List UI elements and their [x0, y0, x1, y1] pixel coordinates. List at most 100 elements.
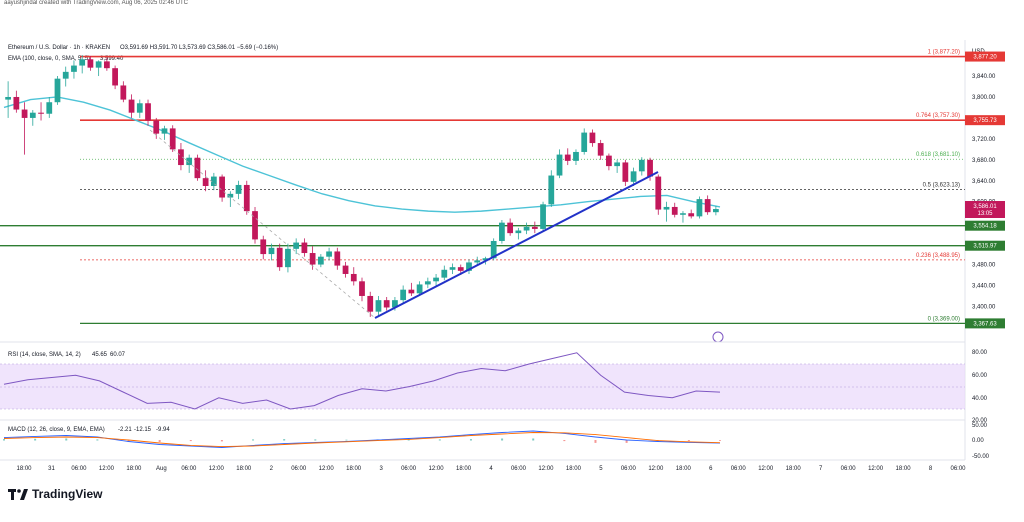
candle-body	[573, 151, 579, 161]
time-tick-label: 18:00	[16, 466, 32, 472]
attribution: aayushjindal created with TradingView.co…	[4, 0, 189, 6]
candle-body	[46, 102, 53, 114]
candle-body	[449, 267, 456, 270]
macd-histogram-bar	[127, 440, 130, 442]
macd-line	[3, 430, 721, 448]
macd-histogram-bar	[220, 440, 223, 442]
bullish-trendline[interactable]	[374, 171, 659, 319]
candle-body	[87, 59, 94, 68]
candle-body	[548, 175, 555, 205]
candle-body	[112, 68, 118, 86]
candle-body	[219, 176, 225, 198]
level-price-label: 3,554.18	[973, 224, 997, 230]
macd-signal-value: -9.94	[156, 427, 170, 433]
level-price-tag	[965, 220, 1005, 231]
time-tick-label: 12:00	[868, 466, 884, 472]
rsi-sma-value: 60.07	[110, 352, 126, 358]
rsi-line	[3, 352, 721, 410]
time-tick-label: 7	[819, 466, 823, 472]
price-tick-label: 3,840.00	[972, 74, 996, 80]
rsi-axis-ticks: 80.00 60.00 40.00 20.00	[972, 350, 988, 424]
candle-body	[375, 300, 382, 312]
candle-body	[301, 242, 308, 254]
candle-body	[5, 96, 11, 100]
time-tick-label: 06:00	[841, 466, 857, 472]
candle-body	[235, 184, 242, 194]
candle-body	[38, 112, 44, 114]
candle-body	[704, 199, 711, 213]
time-tick-label: 06:00	[621, 466, 637, 472]
time-tick-label: Aug	[156, 466, 167, 472]
ohlc-values: O3,591.69 H3,591.70 L3,573.69 C3,586.01 …	[120, 45, 278, 51]
alert-icon[interactable]	[712, 331, 724, 343]
tradingview-brand[interactable]: TradingView	[8, 487, 102, 501]
macd-histogram-bar	[687, 440, 690, 442]
candle-body	[350, 273, 357, 282]
candle-body	[21, 109, 28, 118]
macd-histogram-bar	[719, 440, 721, 441]
macd-histogram-bar	[283, 439, 286, 441]
macd-histogram-bar	[625, 440, 628, 443]
candle-body	[202, 178, 209, 186]
candle-body	[293, 242, 300, 249]
price-tick-label: 3,640.00	[972, 179, 996, 185]
candle-body	[457, 267, 464, 271]
candle-body	[581, 132, 588, 152]
time-tick-label: 18:00	[456, 466, 472, 472]
macd-histogram-bar	[65, 438, 68, 441]
time-tick-label: 06:00	[401, 466, 417, 472]
tradingview-logo-icon	[8, 488, 28, 500]
candle-body	[252, 211, 258, 240]
time-tick-label: 12:00	[319, 466, 335, 472]
candle-body	[136, 103, 143, 113]
macd-axis-ticks: 50.00 0.00 -50.00	[972, 423, 990, 460]
rsi-band	[0, 364, 965, 409]
macd-histogram-bar	[563, 440, 566, 442]
symbol-title: Ethereum / U.S. Dollar · 1h · KRAKEN	[8, 45, 110, 51]
candle-body	[62, 71, 69, 79]
rsi-tick-label: 20.00	[972, 418, 988, 424]
candle-body	[680, 213, 686, 215]
time-tick-label: 12:00	[429, 466, 445, 472]
candle-body	[499, 222, 505, 241]
macd-hist-value: -2.21	[118, 427, 132, 433]
candle-body	[597, 143, 604, 156]
candle-body	[647, 159, 653, 177]
macd-tick-label: 0.00	[972, 438, 984, 444]
time-tick-label: 06:00	[181, 466, 197, 472]
candlestick-series	[5, 55, 719, 317]
candle-body	[614, 162, 621, 167]
candle-body	[169, 128, 176, 150]
candle-body	[54, 78, 61, 103]
candle-body	[326, 251, 332, 257]
fib-diagonal-line[interactable]	[149, 129, 376, 319]
brand-name: TradingView	[32, 487, 103, 501]
candle-body	[433, 277, 439, 282]
macd-histogram-bar	[3, 439, 5, 441]
time-tick-label: 18:00	[676, 466, 692, 472]
time-tick-label: 12:00	[758, 466, 774, 472]
level-price-tag	[965, 318, 1005, 329]
macd-label: MACD (12, 26, close, 9, EMA, EMA)	[8, 427, 105, 433]
rsi-label: RSI (14, close, SMA, 14, 2)	[8, 352, 81, 358]
candle-body	[194, 157, 201, 179]
time-tick-label: 18:00	[786, 466, 802, 472]
time-tick-label: 12:00	[538, 466, 554, 472]
ema-label: EMA (100, close, 0, SMA, 5, 5)	[8, 56, 90, 62]
macd-histogram-bar	[252, 439, 255, 441]
macd-histogram-bar	[189, 440, 192, 442]
horizontal-levels: 1 (3,877.20) 3,877.20 0.764 (3,757.30) 3,75…	[0, 50, 1005, 329]
candle-body	[29, 112, 36, 118]
candle-body	[243, 184, 250, 212]
time-tick-label: 2	[270, 466, 274, 472]
time-tick-label: 06:00	[731, 466, 747, 472]
candle-body	[153, 120, 160, 134]
time-tick-label: 18:00	[126, 466, 142, 472]
candle-body	[276, 247, 283, 268]
macd-signal-line	[3, 432, 721, 448]
candle-body	[408, 289, 415, 294]
time-tick-label: 12:00	[209, 466, 225, 472]
price-axis-ticks: 3,840.00 3,800.00 3,720.00 3,680.00 3,640.00…	[972, 74, 996, 310]
